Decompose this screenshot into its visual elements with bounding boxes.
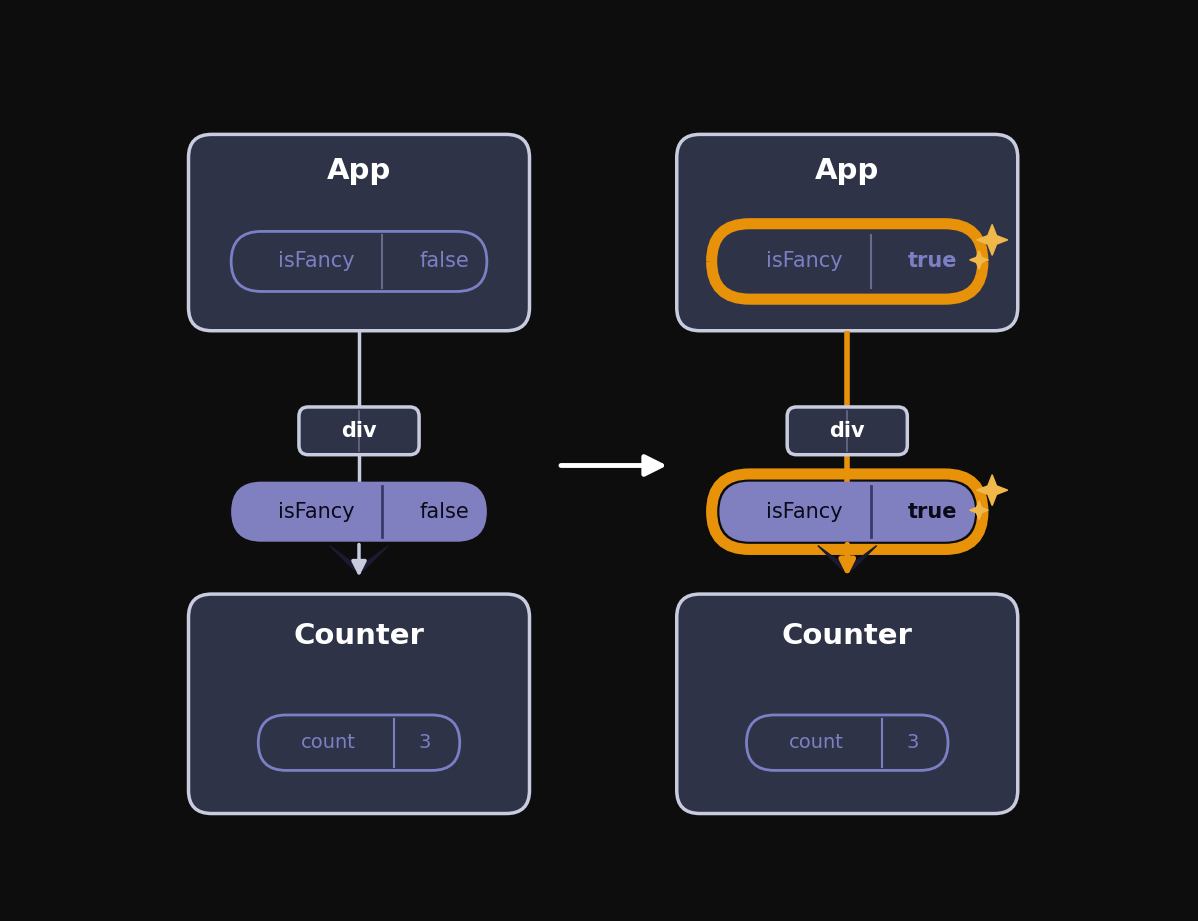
Text: div: div: [829, 421, 865, 441]
FancyBboxPatch shape: [677, 594, 1018, 813]
Text: count: count: [788, 733, 843, 752]
Text: 3: 3: [907, 733, 919, 752]
FancyBboxPatch shape: [231, 482, 486, 542]
FancyBboxPatch shape: [719, 482, 975, 542]
Polygon shape: [976, 225, 1008, 255]
FancyBboxPatch shape: [719, 231, 975, 291]
FancyBboxPatch shape: [787, 407, 907, 455]
Polygon shape: [976, 474, 1008, 506]
Polygon shape: [969, 251, 988, 269]
Text: true: true: [908, 251, 957, 272]
Polygon shape: [852, 545, 877, 570]
Text: isFancy: isFancy: [278, 251, 355, 272]
Text: App: App: [815, 157, 879, 185]
FancyBboxPatch shape: [259, 715, 460, 770]
Polygon shape: [329, 545, 355, 570]
Text: 3: 3: [418, 733, 431, 752]
Text: true: true: [908, 502, 957, 521]
Text: count: count: [301, 733, 356, 752]
FancyBboxPatch shape: [188, 134, 530, 331]
Polygon shape: [364, 545, 388, 570]
Polygon shape: [818, 545, 842, 570]
Polygon shape: [969, 501, 988, 519]
Text: false: false: [419, 251, 470, 272]
Text: false: false: [419, 502, 470, 521]
Text: isFancy: isFancy: [767, 251, 843, 272]
Text: isFancy: isFancy: [767, 502, 843, 521]
FancyBboxPatch shape: [188, 594, 530, 813]
FancyBboxPatch shape: [746, 715, 948, 770]
Text: Counter: Counter: [294, 623, 424, 650]
Text: div: div: [341, 421, 377, 441]
FancyBboxPatch shape: [300, 407, 419, 455]
Text: isFancy: isFancy: [278, 502, 355, 521]
Text: Counter: Counter: [782, 623, 913, 650]
Text: App: App: [327, 157, 391, 185]
FancyBboxPatch shape: [677, 134, 1018, 331]
FancyBboxPatch shape: [231, 231, 486, 291]
